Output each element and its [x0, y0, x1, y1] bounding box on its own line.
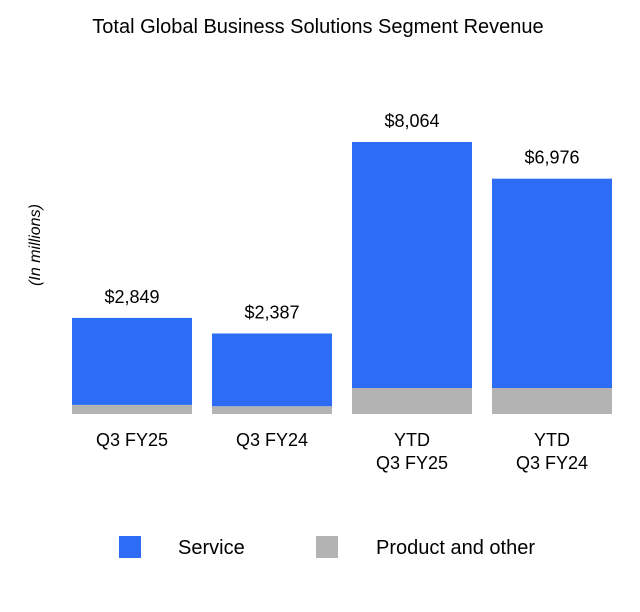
y-axis-label: (In millions): [27, 204, 44, 286]
bars-group: [72, 142, 612, 414]
total-label-1: $2,387: [244, 302, 299, 322]
legend-label-service: Service: [178, 537, 245, 559]
bar-product-3: [492, 388, 612, 414]
bar-product-0: [72, 404, 192, 414]
category-label-2-line-0: YTD: [394, 430, 430, 450]
bar-product-1: [212, 406, 332, 414]
bar-service-2: [352, 142, 472, 389]
total-label-2: $8,064: [384, 111, 439, 131]
total-label-3: $6,976: [524, 148, 579, 168]
category-label-2-line-1: Q3 FY25: [376, 453, 448, 473]
total-label-0: $2,849: [104, 287, 159, 307]
category-labels-group: Q3 FY25 Q3 FY24 YTD Q3 FY25 YTD Q3 FY24: [96, 430, 588, 473]
bar-service-3: [492, 178, 612, 389]
category-label-0-line-0: Q3 FY25: [96, 430, 168, 450]
chart-title: Total Global Business Solutions Segment …: [92, 16, 543, 38]
bar-service-0: [72, 317, 192, 405]
total-labels-group: $2,849 $2,387 $8,064 $6,976: [104, 111, 579, 322]
category-label-1-line-0: Q3 FY24: [236, 430, 308, 450]
bar-service-1: [212, 333, 332, 407]
legend-swatch-service: [119, 536, 141, 558]
legend-swatch-product: [316, 536, 338, 558]
legend: Service Product and other: [119, 536, 535, 559]
category-label-3-line-1: Q3 FY24: [516, 453, 588, 473]
legend-label-product: Product and other: [376, 537, 535, 559]
bar-product-2: [352, 388, 472, 414]
category-label-3-line-0: YTD: [534, 430, 570, 450]
